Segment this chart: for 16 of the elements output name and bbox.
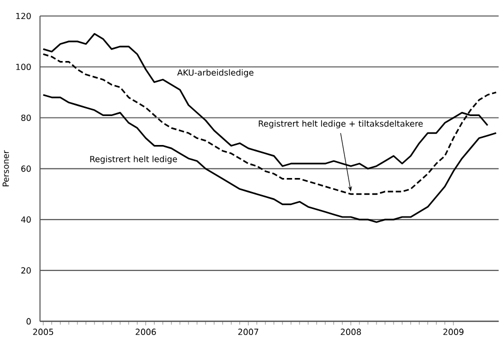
y-tick-label: 80 [21,114,31,121]
series-label: AKU-arbeidsledige [177,69,254,78]
y-tick-label: 120 [16,12,31,20]
x-tick-label: 2007 [238,328,258,336]
x-tick-label: 2008 [340,328,361,336]
y-tick-label: 100 [16,64,31,70]
y-tick-label: 0 [26,318,31,325]
x-tick-label: 2009 [443,328,464,336]
y-tick-label: 20 [21,267,31,274]
y-tick-label: 40 [21,216,31,223]
y-tick-label: 60 [21,166,31,172]
series-label: Registrert helt ledige [90,156,177,164]
y-axis-title: Personer [2,150,9,186]
annotation: Registrert helt ledige + tiltaksdeltakere [258,120,423,128]
x-tick-label: 2005 [33,328,54,336]
x-tick-label: 2006 [136,328,156,336]
